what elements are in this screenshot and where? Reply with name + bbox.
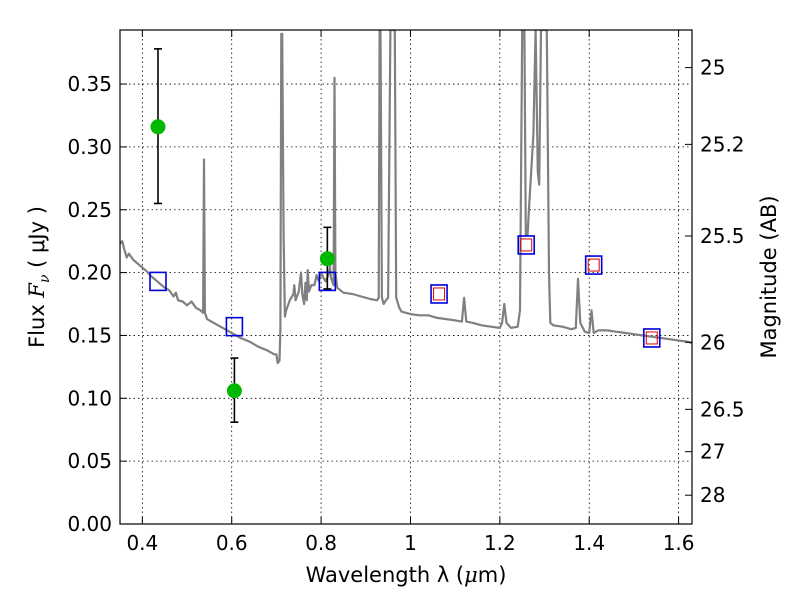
spectrum-line — [120, 30, 692, 365]
y-tick-label: 0.00 — [67, 512, 112, 536]
y-tick-label: 0.35 — [67, 72, 112, 96]
measurement-point — [226, 383, 242, 399]
measurement-point — [319, 251, 335, 267]
model-point-inner-marker — [587, 258, 600, 272]
model-point-inner-marker — [645, 331, 658, 345]
mag-tick-label: 28 — [700, 483, 725, 507]
model-point-inner-marker — [433, 287, 446, 301]
x-tick-label: 1 — [404, 531, 417, 555]
model-point-marker — [584, 255, 603, 275]
y-tick-label: 0.20 — [67, 261, 112, 285]
model-point-marker — [225, 316, 244, 337]
y-tick-label: 0.15 — [67, 323, 112, 347]
model-point-marker — [517, 235, 536, 255]
x-tick-label: 1.6 — [663, 531, 695, 555]
x-axis-label: Wavelength λ (μm) — [306, 563, 507, 587]
x-tick-label: 0.6 — [216, 531, 248, 555]
mag-tick-label: 26.5 — [700, 397, 745, 421]
x-tick-label: 0.4 — [126, 531, 158, 555]
grid — [120, 30, 692, 525]
y-tick-label: 0.25 — [67, 198, 112, 222]
y-tick-label: 0.10 — [67, 386, 112, 410]
plot-frame — [119, 29, 693, 525]
model-point-marker — [642, 328, 661, 348]
model-point-marker — [149, 271, 167, 292]
y-tick-label: 0.05 — [67, 449, 112, 473]
plot-area — [120, 30, 692, 423]
measurement-point — [150, 119, 166, 135]
mag-tick-label: 25.2 — [700, 132, 745, 156]
mag-tick-label: 27 — [700, 440, 725, 464]
y2-axis-label: Magnitude (AB) — [757, 195, 781, 358]
axis-ticks: 0.4 0.6 0.8 1 1.2 1.4 1.6 0.00 0.05 0.10 0.15 0.20 0… — [67, 30, 745, 555]
x-tick-label: 0.8 — [305, 531, 337, 555]
mag-tick-label: 25 — [700, 56, 725, 80]
model-point-inner-marker — [520, 238, 533, 252]
mag-tick-label: 25.5 — [700, 224, 745, 248]
model-point-marker — [430, 284, 448, 304]
mag-tick-label: 26 — [700, 330, 725, 354]
x-tick-label: 1.4 — [573, 531, 605, 555]
y-tick-label: 0.30 — [67, 135, 112, 159]
y-axis-label: Flux Fν ( μJy ) — [25, 206, 53, 348]
x-tick-label: 1.2 — [484, 531, 516, 555]
